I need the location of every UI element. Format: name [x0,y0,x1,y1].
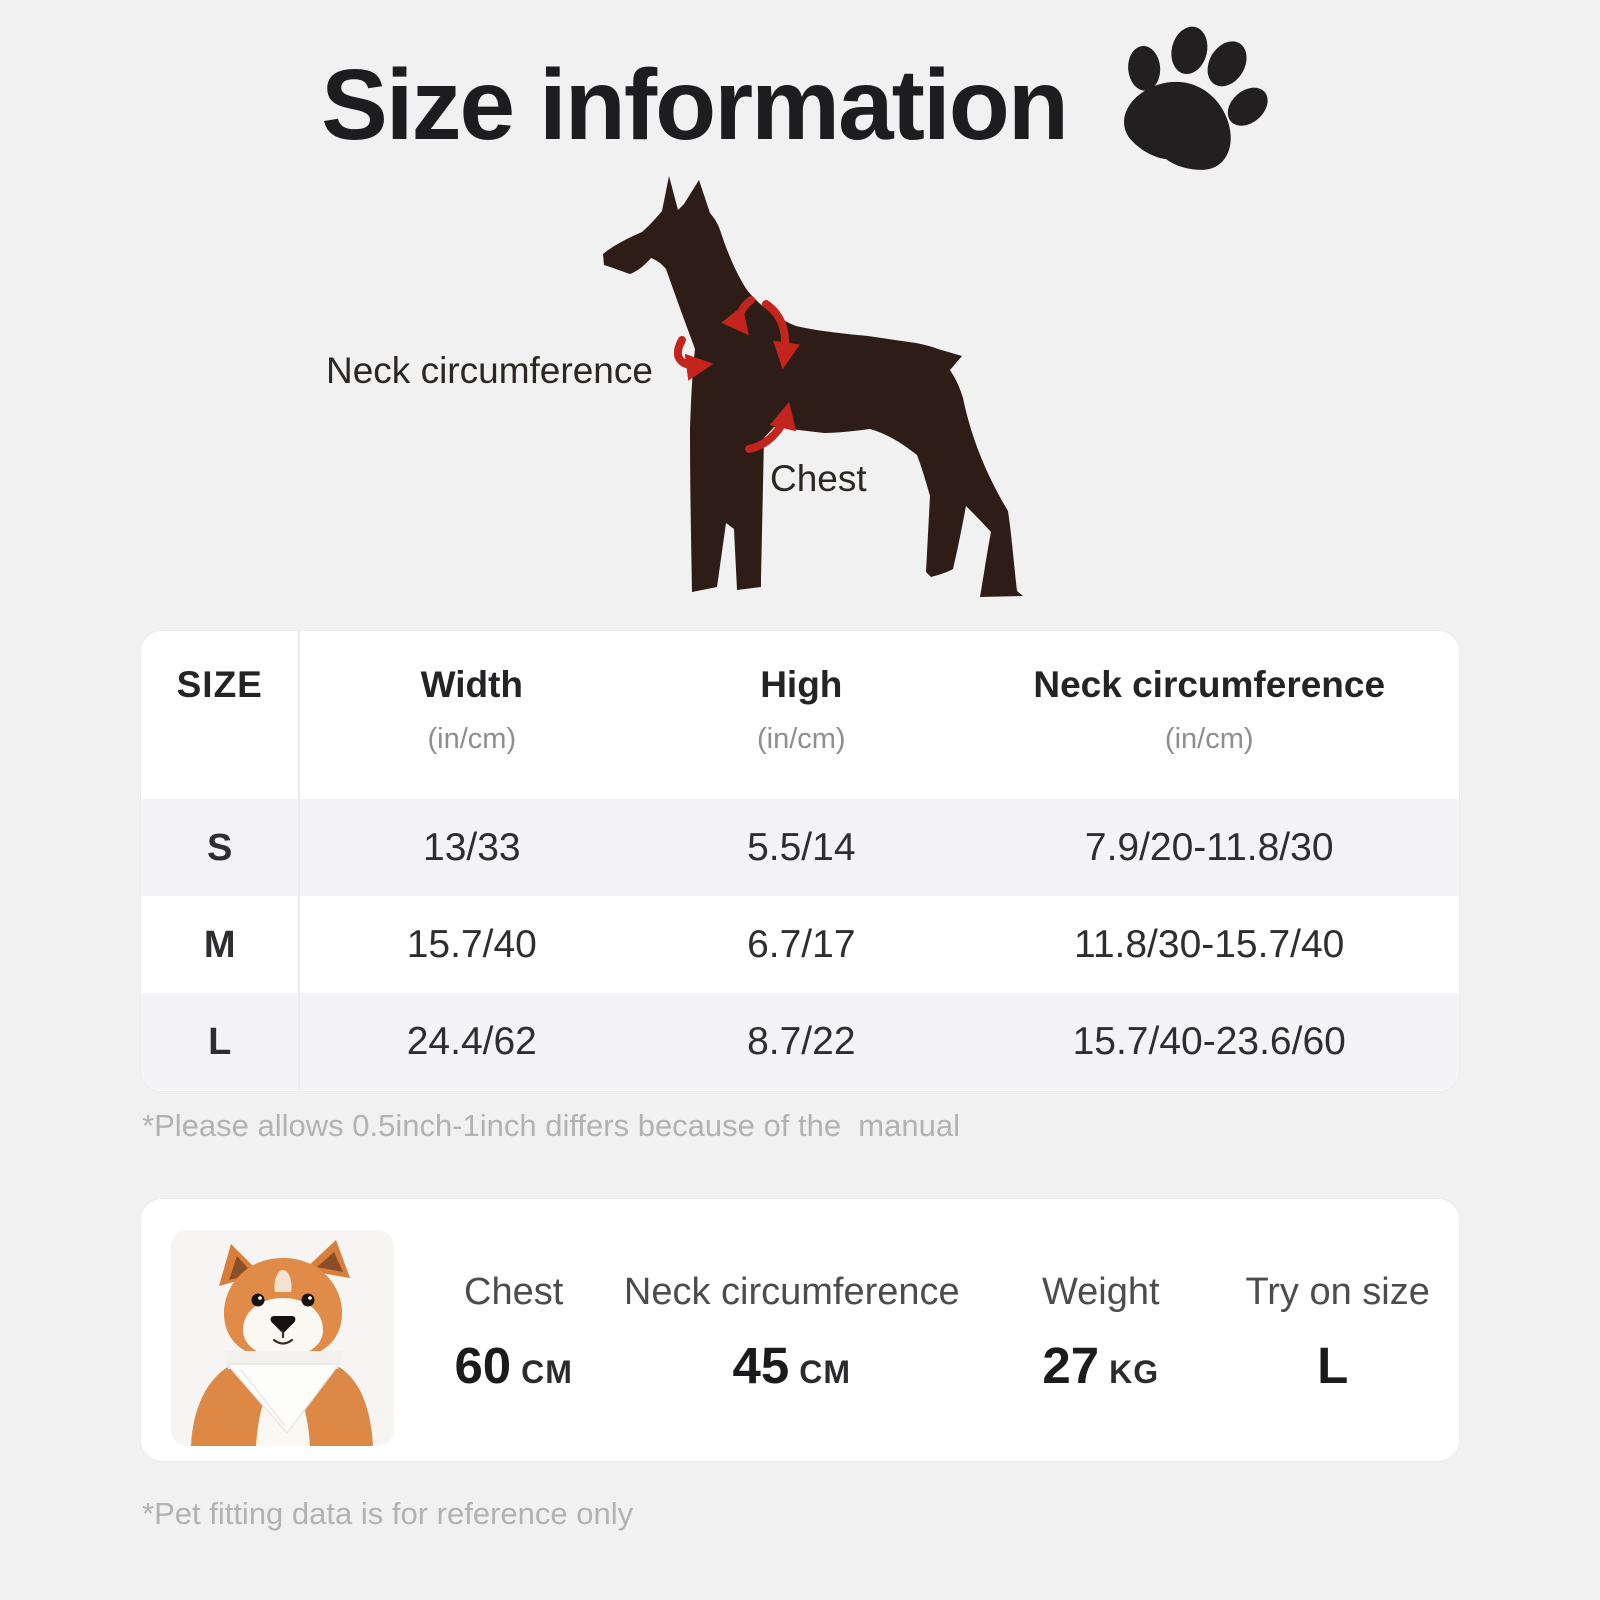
dog-silhouette-illustration [603,176,1023,597]
paw-icon [1124,26,1268,170]
size-table-card: SIZE Width (in/cm) High (in/cm) Neck cir… [140,630,1460,1092]
stat-weight: Weight 27 KG [1041,1271,1160,1394]
column-header-high: High (in/cm) [756,664,846,756]
stat-neck-circumference: Neck circumference 45 CM [623,1271,960,1394]
size-table-note: *Please allows 0.5inch-1inch differs bec… [142,1108,960,1143]
fitting-note: *Pet fitting data is for reference only [142,1496,634,1531]
stat-chest: Chest 60 CM [454,1271,573,1394]
fitting-stats: Chest 60 CM Neck circumference 45 CM Wei… [421,1199,1451,1461]
shiba-dog-photo-illustration [171,1230,394,1446]
header: Size information [0,12,1600,197]
chest-label: Chest [770,458,867,499]
pet-photo [171,1230,394,1446]
dog-silhouette [603,176,1023,597]
page-title: Size information [321,48,1069,161]
table-row-s: S 13/33 5.5/14 7.9/20-11.8/30 [141,799,1459,896]
neck-circumference-label: Neck circumference [326,350,653,391]
measuring-arrows-icon [674,296,800,453]
column-header-neck: Neck circumference (in/cm) [1033,664,1386,756]
fitting-card: Chest 60 CM Neck circumference 45 CM Wei… [140,1198,1460,1462]
column-header-size: SIZE [141,631,301,799]
stat-try-on-size: Try on size L [1245,1271,1430,1394]
column-header-width: Width (in/cm) [420,664,523,756]
size-table-header: SIZE Width (in/cm) High (in/cm) Neck cir… [141,631,1459,799]
table-row-m: M 15.7/40 6.7/17 11.8/30-15.7/40 [141,896,1459,993]
table-row-l: L 24.4/62 8.7/22 15.7/40-23.6/60 [141,993,1459,1090]
